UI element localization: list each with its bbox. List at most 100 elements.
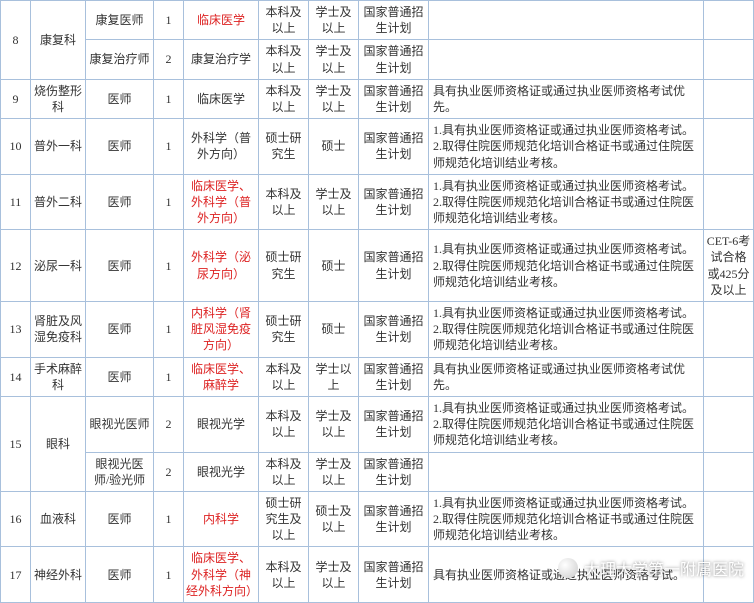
watermark-icon — [558, 558, 578, 578]
table-row: 15眼科眼视光医师2眼视光学本科及以上学士及以上国家普通招生计划1.具有执业医师… — [1, 396, 754, 452]
col-position: 医师 — [86, 491, 154, 547]
col-index: 9 — [1, 79, 31, 118]
col-position: 眼视光医师 — [86, 396, 154, 452]
col-degree: 学士及以上 — [309, 547, 359, 603]
col-requirement — [429, 452, 704, 491]
col-degree: 学士及以上 — [309, 1, 359, 40]
col-education: 本科及以上 — [259, 1, 309, 40]
col-education: 硕士研究生 — [259, 230, 309, 302]
col-note — [704, 452, 754, 491]
table-row: 眼视光医师/验光师2眼视光学本科及以上学士及以上国家普通招生计划 — [1, 452, 754, 491]
col-plan: 国家普通招生计划 — [359, 174, 429, 230]
col-count: 1 — [154, 491, 184, 547]
col-degree: 学士以上 — [309, 357, 359, 396]
col-position: 医师 — [86, 357, 154, 396]
col-dept: 肾脏及风湿免疫科 — [31, 302, 86, 358]
col-note — [704, 1, 754, 40]
col-note: CET-6考试合格或425分及以上 — [704, 230, 754, 302]
watermark: 大理大学第一附属医院 — [558, 556, 744, 580]
col-count: 1 — [154, 357, 184, 396]
col-dept: 神经外科 — [31, 547, 86, 603]
col-count: 1 — [154, 547, 184, 603]
col-major: 外科学（泌尿方向） — [184, 230, 259, 302]
col-requirement — [429, 1, 704, 40]
table-row: 10普外一科医师1外科学（普外方向）硕士研究生硕士国家普通招生计划1.具有执业医… — [1, 119, 754, 175]
col-note — [704, 357, 754, 396]
col-plan: 国家普通招生计划 — [359, 40, 429, 79]
recruitment-table: 8康复科康复医师1临床医学本科及以上学士及以上国家普通招生计划康复治疗师2康复治… — [0, 0, 754, 603]
col-note — [704, 396, 754, 452]
col-requirement: 1.具有执业医师资格证或通过执业医师资格考试。2.取得住院医师规范化培训合格证书… — [429, 396, 704, 452]
col-position: 康复治疗师 — [86, 40, 154, 79]
col-plan: 国家普通招生计划 — [359, 79, 429, 118]
col-education: 本科及以上 — [259, 174, 309, 230]
col-note — [704, 79, 754, 118]
col-position: 医师 — [86, 79, 154, 118]
col-count: 1 — [154, 79, 184, 118]
col-degree: 硕士 — [309, 302, 359, 358]
col-degree: 学士及以上 — [309, 452, 359, 491]
col-requirement: 具有执业医师资格证或通过执业医师资格考试优先。 — [429, 79, 704, 118]
col-index: 16 — [1, 491, 31, 547]
col-major: 眼视光学 — [184, 396, 259, 452]
col-count: 1 — [154, 302, 184, 358]
col-plan: 国家普通招生计划 — [359, 452, 429, 491]
col-requirement: 1.具有执业医师资格证或通过执业医师资格考试。2.取得住院医师规范化培训合格证书… — [429, 302, 704, 358]
col-dept: 眼科 — [31, 396, 86, 491]
col-major: 临床医学、麻醉学 — [184, 357, 259, 396]
col-degree: 学士及以上 — [309, 40, 359, 79]
col-education: 硕士研究生 — [259, 119, 309, 175]
col-degree: 硕士 — [309, 230, 359, 302]
col-dept: 普外一科 — [31, 119, 86, 175]
col-education: 本科及以上 — [259, 547, 309, 603]
col-note — [704, 174, 754, 230]
col-index: 11 — [1, 174, 31, 230]
col-education: 本科及以上 — [259, 396, 309, 452]
col-count: 1 — [154, 230, 184, 302]
col-plan: 国家普通招生计划 — [359, 357, 429, 396]
col-major: 内科学 — [184, 491, 259, 547]
col-count: 1 — [154, 119, 184, 175]
col-education: 本科及以上 — [259, 357, 309, 396]
table-row: 康复治疗师2康复治疗学本科及以上学士及以上国家普通招生计划 — [1, 40, 754, 79]
col-count: 1 — [154, 1, 184, 40]
table-row: 13肾脏及风湿免疫科医师1内科学（肾脏风湿免疫方向）硕士研究生硕士国家普通招生计… — [1, 302, 754, 358]
col-note — [704, 491, 754, 547]
col-education: 本科及以上 — [259, 79, 309, 118]
col-major: 临床医学 — [184, 79, 259, 118]
col-index: 14 — [1, 357, 31, 396]
col-plan: 国家普通招生计划 — [359, 119, 429, 175]
col-plan: 国家普通招生计划 — [359, 396, 429, 452]
col-position: 眼视光医师/验光师 — [86, 452, 154, 491]
col-requirement — [429, 40, 704, 79]
col-index: 12 — [1, 230, 31, 302]
table-row: 8康复科康复医师1临床医学本科及以上学士及以上国家普通招生计划 — [1, 1, 754, 40]
col-requirement: 1.具有执业医师资格证或通过执业医师资格考试。2.取得住院医师规范化培训合格证书… — [429, 230, 704, 302]
col-count: 2 — [154, 396, 184, 452]
col-plan: 国家普通招生计划 — [359, 1, 429, 40]
col-plan: 国家普通招生计划 — [359, 302, 429, 358]
col-index: 10 — [1, 119, 31, 175]
col-education: 硕士研究生 — [259, 302, 309, 358]
col-position: 医师 — [86, 119, 154, 175]
col-position: 医师 — [86, 230, 154, 302]
col-major: 眼视光学 — [184, 452, 259, 491]
col-major: 外科学（普外方向） — [184, 119, 259, 175]
col-plan: 国家普通招生计划 — [359, 547, 429, 603]
col-note — [704, 302, 754, 358]
col-major: 临床医学、外科学（神经外科方向） — [184, 547, 259, 603]
col-index: 15 — [1, 396, 31, 491]
col-dept: 普外二科 — [31, 174, 86, 230]
table-row: 11普外二科医师1临床医学、外科学（普外方向）本科及以上学士及以上国家普通招生计… — [1, 174, 754, 230]
table-row: 9烧伤整形科医师1临床医学本科及以上学士及以上国家普通招生计划具有执业医师资格证… — [1, 79, 754, 118]
col-index: 17 — [1, 547, 31, 603]
col-note — [704, 119, 754, 175]
col-dept: 手术麻醉科 — [31, 357, 86, 396]
col-degree: 学士及以上 — [309, 79, 359, 118]
col-count: 1 — [154, 174, 184, 230]
col-requirement: 1.具有执业医师资格证或通过执业医师资格考试。2.取得住院医师规范化培训合格证书… — [429, 174, 704, 230]
col-education: 本科及以上 — [259, 40, 309, 79]
col-plan: 国家普通招生计划 — [359, 230, 429, 302]
watermark-text: 大理大学第一附属医院 — [584, 556, 744, 580]
col-education: 硕士研究生及以上 — [259, 491, 309, 547]
